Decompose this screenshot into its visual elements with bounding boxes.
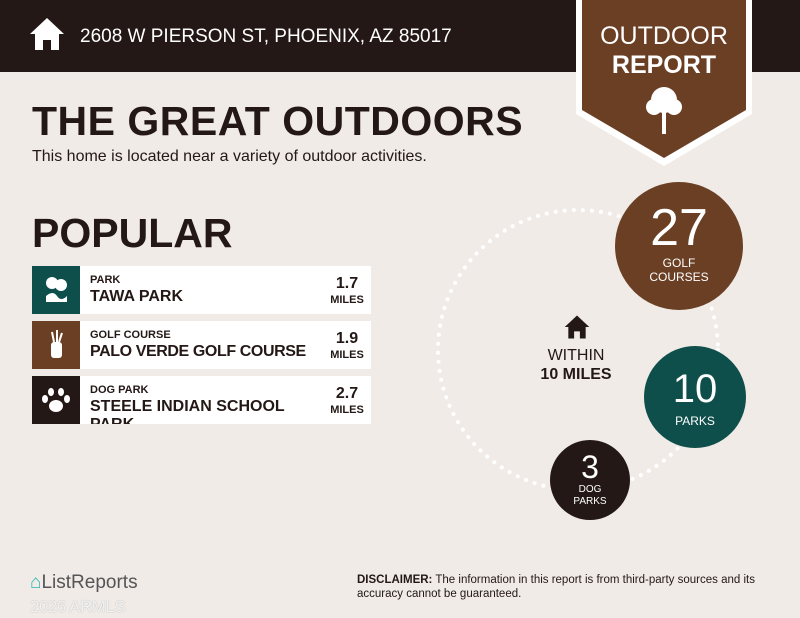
- badge-title-1: OUTDOOR: [600, 22, 728, 50]
- item-name: STEELE INDIAN SCHOOL PARK: [90, 398, 285, 424]
- list-item[interactable]: DOG PARK STEELE INDIAN SCHOOL PARK 2.7 M…: [32, 376, 371, 424]
- dog-parks-label-2: PARKS: [573, 496, 607, 507]
- item-unit: MILES: [330, 294, 364, 306]
- disclaimer-label: DISCLAIMER:: [357, 574, 433, 586]
- badge-title-2: REPORT: [611, 51, 717, 79]
- parks-label: PARKS: [675, 414, 715, 428]
- item-unit: MILES: [330, 349, 364, 361]
- within-label: WITHIN: [547, 347, 605, 364]
- item-category: DOG PARK: [90, 384, 149, 396]
- outdoor-report-badge: OUTDOOR REPORT: [574, 0, 754, 175]
- item-category: PARK: [90, 274, 121, 286]
- golf-count: 27: [650, 199, 708, 257]
- watermark: 2026 ARMLS: [30, 597, 126, 616]
- item-distance: 2.7: [335, 385, 359, 402]
- disclaimer: DISCLAIMER: The information in this repo…: [357, 573, 777, 601]
- disclaimer-text: The information in this report is from t…: [357, 574, 755, 600]
- golf-bag-icon: [32, 321, 80, 369]
- logo-house-icon: ⌂: [30, 572, 42, 593]
- popular-heading: POPULAR: [32, 210, 233, 256]
- dog-parks-count: 3: [581, 449, 599, 485]
- item-distance: 1.7: [335, 275, 359, 292]
- dog-parks-label: DOG: [578, 484, 602, 495]
- dog-parks-count-circle: 3 DOG PARKS: [550, 440, 630, 520]
- home-icon: [564, 315, 590, 339]
- item-category: GOLF COURSE: [90, 329, 171, 341]
- listreports-logo: ⌂ListReports: [30, 572, 138, 594]
- logo-text: ListReports: [41, 572, 138, 593]
- tree-icon: [646, 87, 682, 134]
- item-distance: 1.9: [335, 330, 359, 347]
- item-unit: MILES: [330, 404, 364, 416]
- paw-icon: [32, 376, 80, 424]
- golf-count-circle: 27 GOLF COURSES: [615, 182, 743, 310]
- address: 2608 W PIERSON ST, PHOENIX, AZ 85017: [80, 26, 452, 47]
- item-name: TAWA PARK: [90, 288, 184, 305]
- within-radius: 10 MILES: [540, 366, 612, 383]
- page-subtitle: This home is located near a variety of o…: [32, 148, 427, 165]
- park-icon: [32, 266, 80, 314]
- parks-count-circle: 10 PARKS: [644, 346, 746, 448]
- page-title: THE GREAT OUTDOORS: [32, 98, 524, 144]
- golf-label-2: COURSES: [649, 270, 709, 284]
- item-name: PALO VERDE GOLF COURSE: [90, 343, 306, 360]
- list-item[interactable]: GOLF COURSE PALO VERDE GOLF COURSE 1.9 M…: [32, 321, 371, 369]
- home-icon: [30, 18, 64, 50]
- golf-label: GOLF: [662, 256, 696, 270]
- parks-count: 10: [672, 367, 718, 411]
- list-item[interactable]: PARK TAWA PARK 1.7 MILES: [32, 266, 371, 314]
